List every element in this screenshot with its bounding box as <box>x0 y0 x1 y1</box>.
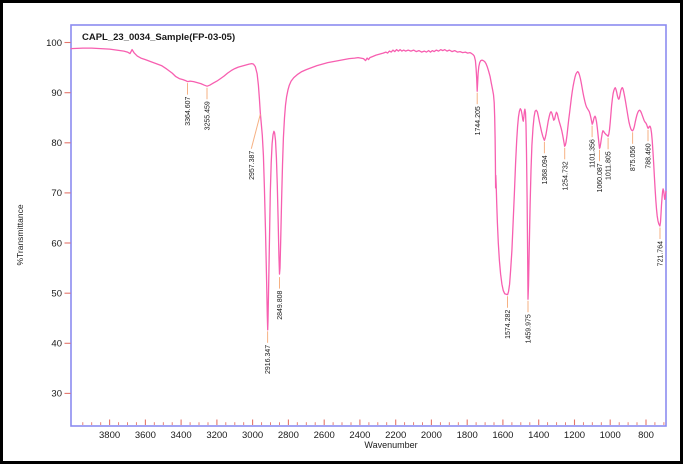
plot-border <box>70 24 667 427</box>
x-tick-label: 2200 <box>385 430 406 441</box>
x-tick-label: 1800 <box>457 430 478 441</box>
peak-label: 721.764 <box>658 241 665 266</box>
peak-label: 3364.607 <box>185 96 192 125</box>
peak-label: 1574.282 <box>505 310 512 339</box>
y-axis-ticks: 100 90 80 70 60 50 40 30 <box>46 38 71 400</box>
x-tick-label: 3200 <box>206 430 227 441</box>
x-tick-label: 1000 <box>600 430 621 441</box>
peak-label: 1101.356 <box>590 139 597 168</box>
y-tick-label: 100 <box>46 38 62 49</box>
spectrum-plot: 3800 3600 3400 3200 3000 2800 2600 2400 2200 2000… <box>46 24 667 441</box>
peak-label: 2957.387 <box>249 151 256 180</box>
x-tick-label: 800 <box>638 430 654 441</box>
y-axis-title: %Transmittance <box>15 204 25 266</box>
x-tick-label: 3800 <box>99 430 120 441</box>
peak-label: 1744.205 <box>475 106 482 135</box>
x-tick-label: 1400 <box>528 430 549 441</box>
x-tick-label: 1600 <box>492 430 513 441</box>
x-tick-label: 3600 <box>135 430 156 441</box>
x-tick-label: 1200 <box>564 430 585 441</box>
peak-label: 1368.094 <box>542 155 549 184</box>
y-tick-label: 40 <box>51 339 62 350</box>
x-axis-minor-ticks <box>82 422 665 425</box>
y-tick-label: 70 <box>51 188 62 199</box>
peak-label: 788.460 <box>646 143 653 168</box>
y-tick-label: 80 <box>51 138 62 149</box>
x-tick-label: 2400 <box>349 430 370 441</box>
peak-leader-line <box>250 114 261 149</box>
x-tick-label: 2800 <box>278 430 299 441</box>
y-tick-label: 60 <box>51 238 62 249</box>
x-tick-label: 2000 <box>421 430 442 441</box>
x-tick-label: 2600 <box>314 430 335 441</box>
x-axis-ticks: 3800 3600 3400 3200 3000 2800 2600 2400 2200 2000… <box>99 419 654 441</box>
y-tick-label: 30 <box>51 389 62 400</box>
y-tick-label: 90 <box>51 88 62 99</box>
peak-label: 1060.087 <box>597 163 604 192</box>
peak-label: 875.056 <box>630 146 637 171</box>
x-tick-label: 3000 <box>242 430 263 441</box>
peak-label: 1459.975 <box>526 314 533 343</box>
x-axis-title: Wavenumber <box>364 440 418 450</box>
y-tick-label: 50 <box>51 289 62 300</box>
x-tick-label: 3400 <box>171 430 192 441</box>
peak-label: 2916.347 <box>265 345 272 374</box>
peak-label: 2849.808 <box>277 290 284 319</box>
peak-label: 3255.459 <box>205 101 212 130</box>
chart-title: CAPL_23_0034_Sample(FP-03-05) <box>82 32 236 43</box>
peak-label: 1011.805 <box>606 151 613 180</box>
spectrum-curve <box>70 47 667 331</box>
peak-label: 1254.732 <box>562 161 569 190</box>
peak-annotations: 3364.607 3255.459 2957.387 2916.347 2849.808… <box>185 83 665 374</box>
